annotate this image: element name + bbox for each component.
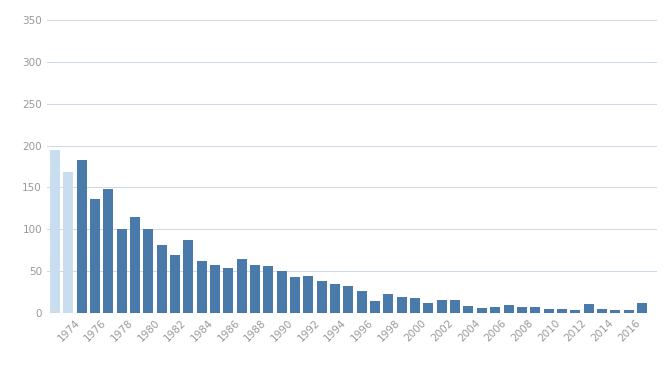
Bar (76, 160, 86, 313)
Bar (570, 310, 580, 313)
Bar (143, 230, 153, 313)
Bar (490, 306, 500, 313)
Bar (237, 259, 247, 313)
Bar (557, 309, 567, 313)
Bar (370, 301, 380, 313)
Bar (170, 254, 180, 313)
Bar (197, 261, 206, 313)
Bar (543, 309, 553, 313)
Bar (157, 244, 167, 313)
Bar (130, 217, 140, 313)
Bar (210, 265, 220, 313)
Bar (637, 303, 647, 313)
Bar (356, 291, 366, 313)
Bar (530, 306, 540, 313)
Bar (477, 308, 487, 313)
Bar (610, 310, 620, 313)
Bar (277, 271, 287, 313)
Bar (304, 275, 314, 313)
Bar (437, 300, 447, 313)
Bar (597, 309, 607, 313)
Bar (223, 268, 233, 313)
Bar (397, 297, 407, 313)
Bar (290, 277, 300, 313)
Bar (410, 298, 420, 313)
Bar (263, 266, 273, 313)
Bar (90, 199, 100, 313)
Bar (383, 294, 393, 313)
Bar (584, 304, 594, 313)
Bar (464, 306, 474, 313)
Bar (423, 303, 433, 313)
Bar (50, 150, 60, 313)
Bar (624, 310, 634, 313)
Bar (517, 308, 527, 313)
Bar (250, 265, 260, 313)
Bar (63, 172, 73, 313)
Bar (450, 300, 460, 313)
Bar (504, 305, 513, 313)
Bar (103, 189, 113, 313)
Bar (330, 284, 340, 313)
Bar (317, 282, 327, 313)
Bar (117, 228, 127, 313)
Bar (344, 286, 353, 313)
Bar (184, 240, 194, 313)
